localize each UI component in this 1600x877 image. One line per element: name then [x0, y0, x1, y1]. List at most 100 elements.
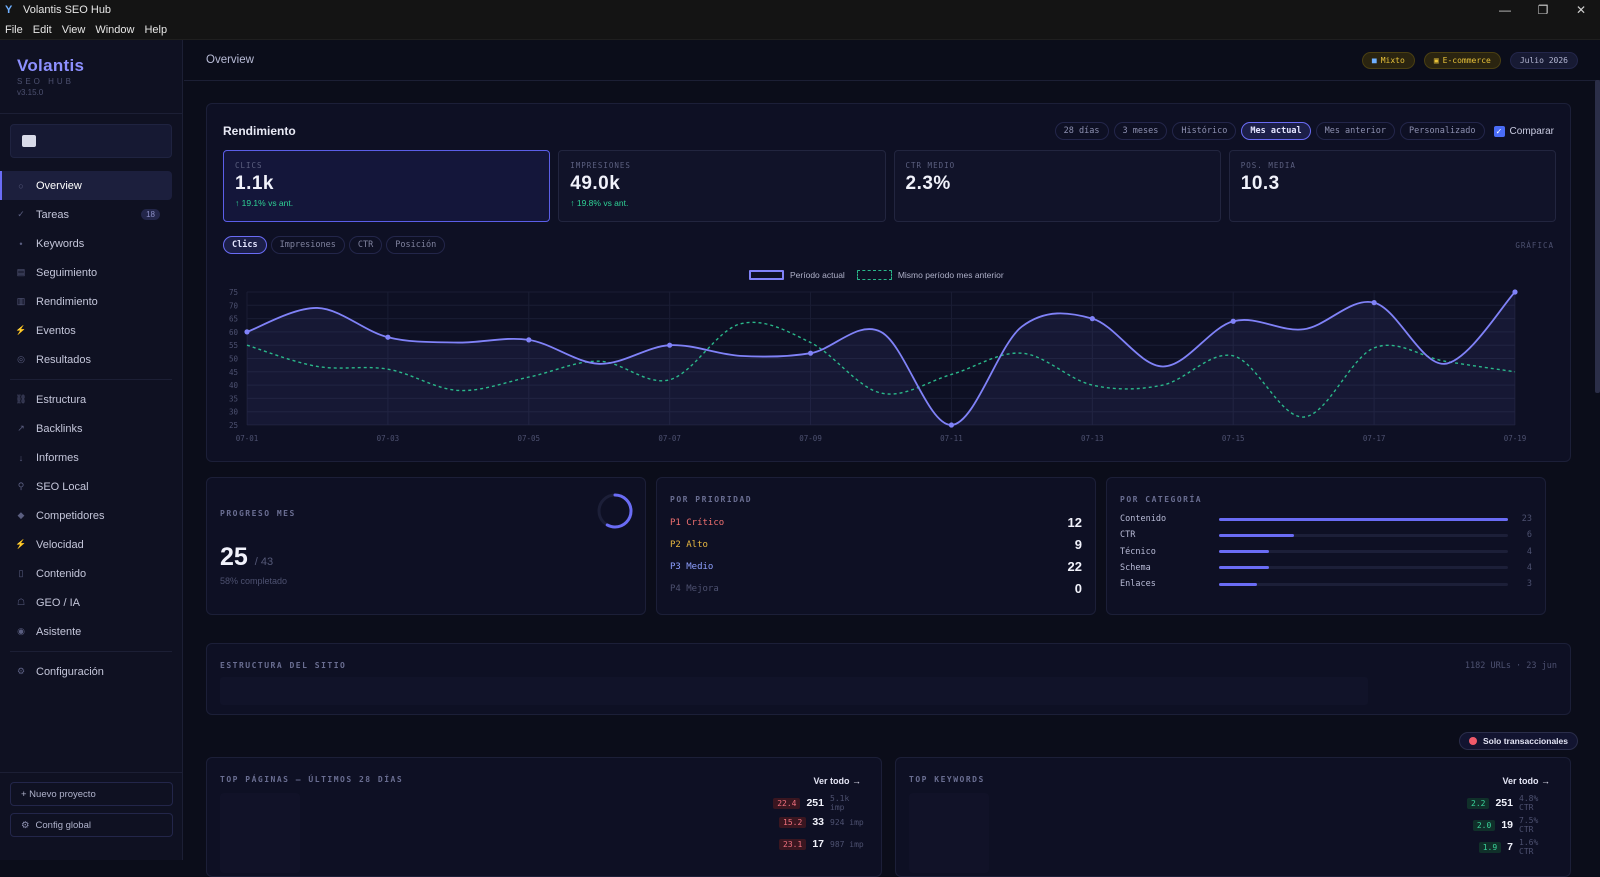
range-button[interactable]: 3 meses — [1113, 122, 1168, 140]
sidebar-item-label: Informes — [36, 451, 79, 464]
mixto-chip[interactable]: ■ Mixto — [1361, 51, 1415, 69]
structure-bar — [220, 677, 1368, 705]
title-bar: Y Volantis SEO Hub — ❐ ✕ — [0, 0, 1600, 20]
data-point[interactable] — [1512, 289, 1518, 295]
category-row[interactable]: CTR 6 — [1120, 529, 1532, 541]
progress-ring-fill — [597, 493, 633, 529]
menu-file[interactable]: File — [5, 23, 23, 36]
sidebar-item-seo-local[interactable]: ⚲ SEO Local — [0, 472, 172, 501]
priority-count: 9 — [1074, 537, 1082, 552]
data-point[interactable] — [948, 422, 955, 428]
menu-view[interactable]: View — [61, 23, 86, 36]
kpi-value: 49.0k — [570, 173, 621, 194]
sidebar-item-resultados[interactable]: ◎ Resultados — [0, 345, 172, 374]
sidebar-item-asistente[interactable]: ◉ Asistente — [0, 617, 172, 646]
sidebar-item-label: Keywords — [36, 237, 85, 250]
table-row[interactable]: 1.9 7 1.6% CTR — [1478, 838, 1557, 856]
table-row[interactable]: 23.1 17 987 imp — [779, 838, 868, 850]
top-keywords-ver-todo-link[interactable]: Ver todo → — [1502, 776, 1550, 786]
sidebar-item-overview[interactable]: ○ Overview — [0, 171, 172, 200]
sidebar-item-geo-ia[interactable]: ☖ GEO / IA — [0, 588, 172, 617]
priority-row[interactable]: P4 Mejora 0 — [670, 581, 1082, 596]
kpi-ctr-medio[interactable]: CTR MEDIO 2.3% — [893, 150, 1221, 222]
progress-ring — [597, 493, 633, 529]
data-point[interactable] — [385, 334, 391, 340]
check-icon: ✓ — [17, 209, 25, 219]
sidebar-item-label: Velocidad — [36, 538, 84, 551]
metric-tab[interactable]: Impresiones — [270, 236, 345, 254]
sidebar-item-competidores[interactable]: ◆ Competidores — [0, 501, 172, 530]
month-chip[interactable]: Julio 2026 — [1509, 51, 1578, 69]
x-tick-label: 07-05 — [517, 434, 540, 443]
kpi-pos-media[interactable]: POS. MEDIA 10.3 — [1228, 150, 1556, 222]
close-icon[interactable]: ✕ — [1575, 3, 1587, 17]
kpi-label: POS. MEDIA — [1240, 161, 1296, 170]
config-global-button[interactable]: ⚙ Config global — [10, 813, 173, 837]
priority-row[interactable]: P3 Medio 22 — [670, 559, 1082, 574]
metric-tab[interactable]: Posición — [386, 236, 446, 254]
table-row[interactable]: 2.2 251 4.8% CTR — [1467, 794, 1557, 812]
performance-card: Rendimiento 28 días 3 meses Histórico Mes a… — [206, 103, 1571, 462]
target-icon: ◎ — [17, 354, 25, 364]
data-point[interactable] — [1371, 300, 1377, 306]
ecommerce-chip[interactable]: ▣ E-commerce — [1423, 51, 1501, 69]
category-bar — [1219, 550, 1509, 554]
sidebar-item-tareas[interactable]: ✓ Tareas 18 — [0, 200, 172, 229]
sidebar-item-backlinks[interactable]: ↗ Backlinks — [0, 414, 172, 443]
category-row[interactable]: Contenido 23 — [1120, 513, 1532, 525]
sidebar-item-seguimiento[interactable]: ▤ Seguimiento — [0, 258, 172, 287]
category-row[interactable]: Técnico 4 — [1120, 546, 1532, 558]
range-button[interactable]: Histórico — [1172, 122, 1237, 140]
category-row[interactable]: Enlaces 3 — [1120, 578, 1532, 590]
metric-tab[interactable]: Clics — [223, 236, 267, 254]
range-button[interactable]: Mes anterior — [1315, 122, 1395, 140]
y-tick-label: 25 — [229, 421, 238, 430]
data-point[interactable] — [526, 337, 532, 343]
range-button[interactable]: Mes actual — [1241, 122, 1311, 140]
top-pages-ver-todo-link[interactable]: Ver todo → — [813, 776, 861, 786]
kpi-impresiones[interactable]: IMPRESIONES 49.0k ↑ 19.8% vs ant. — [558, 150, 886, 222]
row-tag: 2.2 — [1467, 797, 1490, 809]
data-point[interactable] — [244, 329, 250, 335]
category-label: POR CATEGORÍA — [1120, 495, 1203, 504]
range-button[interactable]: 28 días — [1054, 122, 1109, 140]
pin-icon: ⚲ — [17, 481, 25, 491]
table-row[interactable]: 2.0 19 7.5% CTR — [1472, 816, 1557, 834]
solo-transaccionales-toggle[interactable]: Solo transaccionales — [1458, 732, 1578, 750]
menu-window[interactable]: Window — [95, 23, 135, 36]
table-row[interactable]: 22.4 251 5.1k imp — [773, 794, 868, 812]
metric-tab[interactable]: CTR — [348, 236, 383, 254]
sidebar-item-contenido[interactable]: ▯ Contenido — [0, 559, 172, 588]
maximize-icon[interactable]: ❐ — [1537, 3, 1549, 17]
sidebar-item-informes[interactable]: ↓ Informes — [0, 443, 172, 472]
data-point[interactable] — [667, 342, 673, 348]
sidebar-item-keywords[interactable]: • Keywords — [0, 229, 172, 258]
category-row[interactable]: Schema 4 — [1120, 562, 1532, 574]
sidebar-item-estructura[interactable]: ⛓ Estructura — [0, 385, 172, 414]
main-content: Overview ■ Mixto ▣ E-commerce Julio 2026 R… — [184, 40, 1600, 877]
y-tick-label: 45 — [229, 368, 238, 377]
priority-count: 0 — [1074, 581, 1082, 596]
data-point[interactable] — [1089, 316, 1095, 322]
sidebar-item-eventos[interactable]: ⚡ Eventos — [0, 316, 172, 345]
sidebar-item-velocidad[interactable]: ⚡ Velocidad — [0, 530, 172, 559]
data-point[interactable] — [1230, 318, 1236, 324]
row-tag: 1.9 — [1478, 841, 1502, 853]
sidebar-item-label: Seguimiento — [36, 266, 98, 279]
new-project-button[interactable]: + Nuevo proyecto — [10, 782, 173, 806]
minimize-icon[interactable]: — — [1499, 3, 1511, 17]
priority-row[interactable]: P1 Crítico 12 — [670, 515, 1082, 530]
scrollbar[interactable] — [1595, 80, 1600, 393]
table-row[interactable]: 15.2 33 924 imp — [779, 816, 868, 828]
range-button[interactable]: Personalizado — [1400, 122, 1485, 140]
compare-toggle[interactable]: ✓ Comparar — [1493, 125, 1554, 137]
kpi-clics[interactable]: CLICS 1.1k ↑ 19.1% vs ant. — [223, 150, 551, 222]
legend-previous-swatch — [856, 270, 892, 280]
priority-row[interactable]: P2 Alto 9 — [670, 537, 1082, 552]
project-selector[interactable] — [10, 124, 172, 158]
menu-edit[interactable]: Edit — [32, 23, 52, 36]
data-point[interactable] — [807, 350, 814, 356]
sidebar-item-rendimiento[interactable]: ▥ Rendimiento — [0, 287, 172, 316]
menu-help[interactable]: Help — [144, 23, 168, 36]
sidebar-item-configuraci-n[interactable]: ⚙ Configuración — [0, 657, 172, 686]
